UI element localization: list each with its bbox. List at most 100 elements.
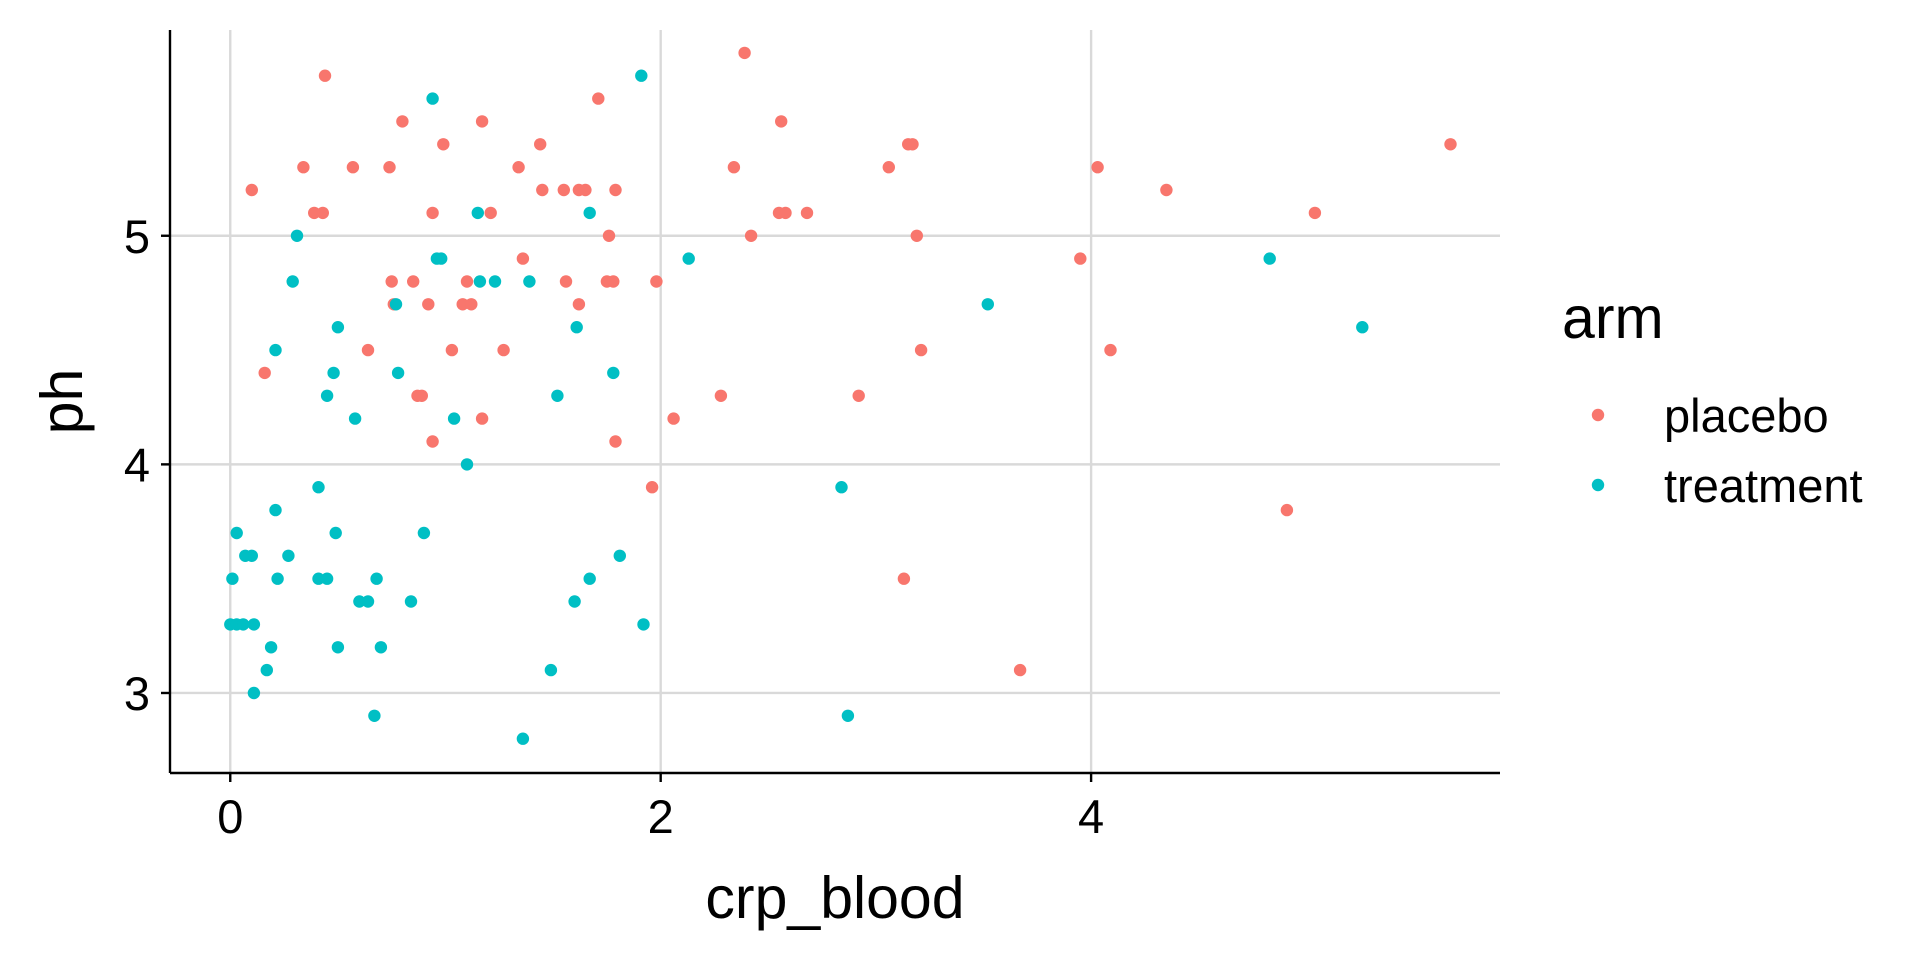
treatment-point-27 [361, 595, 375, 608]
placebo-point-33 [572, 298, 586, 311]
treatment-point-14 [282, 549, 295, 562]
placebo-point-19 [445, 343, 459, 357]
treatment-point-35 [426, 92, 439, 105]
treatment-point-58 [981, 298, 994, 311]
placebo-point-1 [258, 366, 271, 380]
placebo-point-54 [882, 161, 895, 174]
placebo-point-48 [744, 229, 758, 242]
treatment-point-51 [607, 366, 620, 380]
y-tick-label-0: 3 [124, 667, 150, 720]
placebo-point-40 [609, 183, 622, 197]
legend-label-treatment: treatment [1664, 459, 1863, 512]
treatment-point-48 [570, 321, 583, 334]
treatment-point-56 [835, 481, 848, 494]
placebo-point-9 [385, 275, 398, 288]
treatment-point-52 [613, 549, 626, 562]
placebo-point-55 [897, 572, 911, 585]
placebo-point-21 [460, 275, 474, 288]
placebo-point-50 [775, 115, 788, 128]
legend-title: arm [1562, 285, 1664, 351]
placebo-point-45 [714, 389, 728, 402]
placebo-point-67 [1444, 138, 1457, 151]
placebo-point-0 [245, 183, 258, 197]
placebo-point-62 [1091, 161, 1104, 174]
placebo-point-28 [516, 252, 530, 265]
placebo-point-8 [383, 161, 396, 174]
data-points [224, 46, 1457, 745]
treatment-point-42 [488, 275, 502, 288]
x-tick-label-1: 2 [648, 790, 674, 843]
placebo-point-2 [297, 161, 310, 174]
treatment-point-47 [568, 595, 581, 608]
placebo-point-58 [910, 229, 923, 242]
treatment-point-17 [312, 481, 325, 494]
placebo-point-44 [667, 412, 680, 425]
placebo-point-22 [465, 298, 478, 311]
placebo-point-47 [738, 46, 751, 60]
treatment-point-50 [583, 206, 596, 220]
placebo-point-14 [415, 389, 428, 402]
treatment-point-60 [1356, 321, 1369, 334]
placebo-point-26 [497, 343, 510, 357]
treatment-point-46 [551, 389, 564, 402]
placebo-point-60 [1013, 663, 1027, 677]
treatment-point-29 [370, 572, 383, 585]
placebo-point-24 [475, 412, 489, 425]
placebo-point-11 [396, 115, 409, 128]
placebo-point-41 [609, 435, 622, 448]
placebo-point-36 [592, 92, 605, 105]
treatment-point-7 [247, 618, 261, 631]
treatment-point-41 [473, 275, 487, 288]
treatment-point-37 [435, 252, 448, 265]
placebo-point-32 [559, 275, 573, 288]
treatment-point-40 [471, 206, 484, 220]
placebo-point-16 [426, 206, 439, 220]
treatment-point-43 [516, 732, 530, 745]
placebo-point-52 [800, 206, 814, 220]
placebo-point-27 [512, 161, 525, 174]
placebo-point-6 [346, 161, 360, 174]
x-axis-ticks: 0 2 4 [217, 773, 1104, 843]
placebo-point-35 [579, 183, 592, 197]
placebo-point-7 [361, 343, 375, 357]
treatment-point-57 [841, 709, 855, 722]
treatment-point-38 [447, 412, 461, 425]
x-tick-label-2: 4 [1078, 790, 1104, 843]
treatment-point-4 [237, 618, 250, 631]
treatment-point-39 [460, 458, 474, 471]
treatment-point-18 [312, 572, 325, 585]
treatment-point-49 [583, 572, 596, 585]
placebo-point-20 [456, 298, 469, 311]
placebo-point-25 [484, 206, 497, 220]
placebo-point-23 [475, 115, 489, 128]
placebo-point-15 [422, 298, 435, 311]
treatment-point-26 [353, 595, 366, 608]
treatment-point-59 [1263, 252, 1276, 265]
treatment-point-3 [230, 526, 243, 540]
placebo-point-4 [316, 206, 329, 220]
placebo-point-66 [1308, 206, 1322, 220]
placebo-point-18 [437, 138, 450, 151]
placebo-point-51 [779, 206, 792, 220]
treatment-point-6 [245, 549, 258, 562]
treatment-point-54 [637, 618, 650, 631]
treatment-point-33 [404, 595, 418, 608]
placebo-point-59 [914, 343, 928, 357]
x-axis-title: crp_blood [705, 865, 964, 931]
treatment-point-21 [327, 366, 340, 380]
treatment-point-32 [391, 366, 405, 380]
treatment-point-19 [320, 389, 334, 402]
treatment-point-9 [260, 663, 273, 677]
placebo-point-29 [534, 138, 547, 151]
y-axis-title: ph [29, 369, 95, 435]
placebo-point-39 [607, 275, 620, 288]
legend-key-treatment [1591, 478, 1605, 492]
treatment-point-10 [264, 641, 278, 654]
treatment-point-24 [331, 641, 345, 654]
placebo-point-64 [1160, 183, 1173, 197]
placebo-point-31 [557, 183, 570, 197]
treatment-point-45 [544, 663, 558, 677]
legend-label-placebo: placebo [1664, 389, 1829, 442]
treatment-point-25 [348, 412, 362, 425]
